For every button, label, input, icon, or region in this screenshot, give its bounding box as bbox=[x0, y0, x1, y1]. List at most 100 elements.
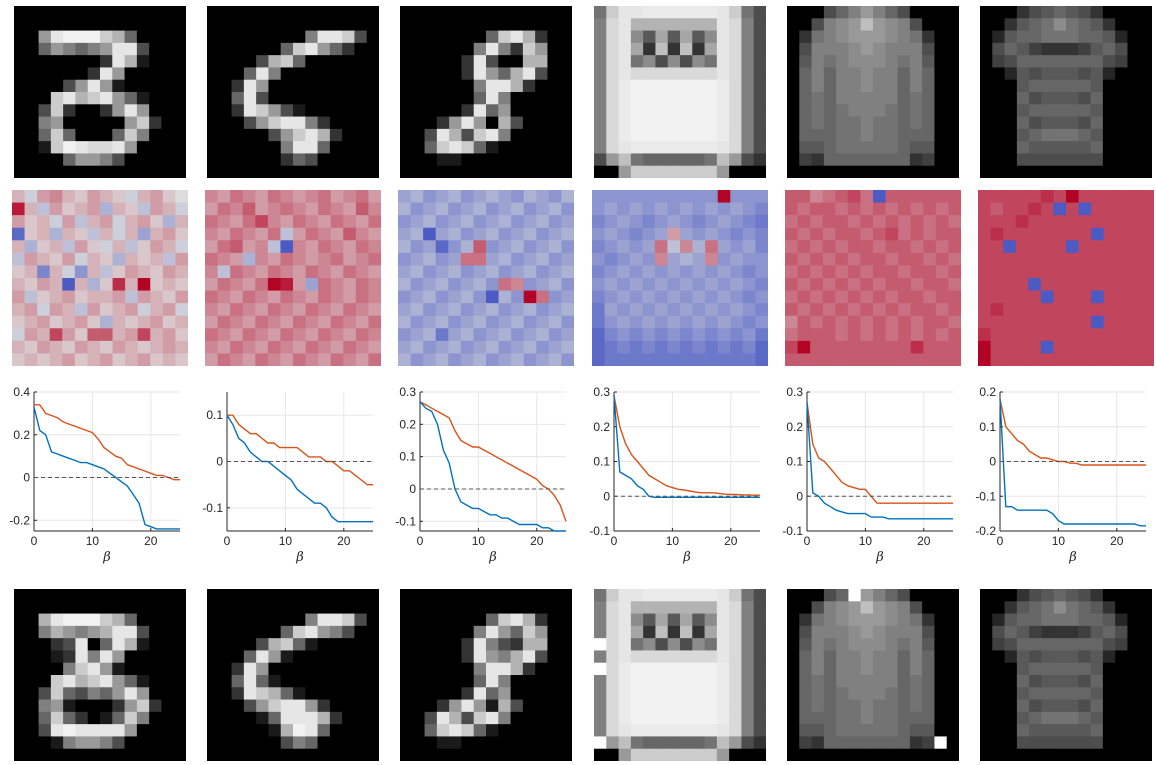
pixel-cell bbox=[680, 315, 693, 329]
pixel-cell bbox=[547, 724, 561, 737]
pixel-cell bbox=[125, 328, 139, 342]
pixel-cell bbox=[705, 190, 719, 203]
pixel-cell bbox=[436, 625, 450, 639]
pixel-cell bbox=[293, 290, 306, 304]
pixel-cell bbox=[486, 589, 499, 602]
pixel-cell bbox=[38, 638, 52, 651]
pixel-cell bbox=[486, 675, 499, 688]
pixel-cell bbox=[137, 353, 151, 366]
pixel-cell bbox=[822, 328, 836, 342]
pixel-cell bbox=[448, 290, 462, 304]
pixel-cell bbox=[136, 116, 150, 130]
pixel-cell bbox=[1053, 638, 1067, 651]
pixel-cell bbox=[449, 55, 462, 68]
pixel-cell bbox=[14, 18, 27, 31]
pixel-cell bbox=[511, 328, 525, 342]
pixel-cell bbox=[522, 6, 536, 19]
pixel-cell bbox=[175, 265, 188, 279]
pixel-cell bbox=[910, 303, 924, 317]
pixel-cell bbox=[50, 79, 64, 93]
pixel-cell bbox=[923, 190, 937, 203]
pixel-cell bbox=[149, 92, 162, 105]
pixel-cell bbox=[318, 240, 332, 254]
pixel-cell bbox=[354, 724, 368, 737]
pixel-cell bbox=[654, 290, 668, 304]
pixel-cell bbox=[1102, 104, 1116, 117]
pixel-cell bbox=[230, 328, 244, 342]
pixel-cell bbox=[741, 79, 755, 93]
pixel-cell bbox=[62, 252, 76, 266]
pixel-cell bbox=[267, 353, 281, 366]
pixel-cell bbox=[268, 128, 282, 142]
line-chart-svg: 0 10 200.30.20.10-0.1β bbox=[395, 385, 567, 565]
pixel-cell bbox=[1066, 265, 1079, 279]
pixel-cell bbox=[680, 6, 693, 19]
pixel-cell bbox=[536, 328, 550, 342]
pixel-cell bbox=[342, 141, 355, 154]
pixel-cell bbox=[742, 290, 756, 304]
pixel-cell bbox=[150, 215, 164, 229]
pixel-cell bbox=[811, 6, 825, 19]
pixel-cell bbox=[49, 290, 63, 304]
pixel-cell bbox=[536, 215, 550, 229]
x-tick-label: 0 bbox=[804, 534, 811, 548]
pixel-cell bbox=[412, 613, 425, 627]
x-tick-label: 0 bbox=[417, 534, 424, 548]
pixel-cell bbox=[946, 128, 959, 142]
pixel-cell bbox=[934, 650, 948, 664]
pixel-cell bbox=[330, 227, 344, 241]
pixel-cell bbox=[848, 18, 862, 31]
pixel-cell bbox=[1053, 42, 1067, 56]
pixel-cell bbox=[318, 290, 332, 304]
pixel-cell bbox=[909, 650, 923, 664]
pixel-cell bbox=[787, 104, 800, 117]
y-tick-label: 0 bbox=[409, 482, 416, 496]
pixel-cell bbox=[717, 227, 731, 241]
pixel-cell bbox=[787, 662, 800, 676]
pixel-cell bbox=[1102, 699, 1116, 713]
pixel-cell bbox=[243, 128, 257, 142]
pixel-cell bbox=[716, 30, 730, 44]
pixel-cell bbox=[173, 613, 186, 627]
pixel-cell bbox=[26, 601, 39, 614]
pixel-cell bbox=[860, 675, 874, 688]
pixel-cell bbox=[448, 278, 462, 291]
pixel-cell bbox=[860, 92, 874, 105]
pixel-cell bbox=[1029, 18, 1042, 31]
pixel-cell bbox=[755, 215, 768, 229]
pixel-cell bbox=[368, 290, 381, 304]
pixel-cell bbox=[811, 67, 825, 81]
pixel-cell bbox=[24, 190, 38, 203]
pixel-cell bbox=[811, 675, 825, 688]
pixel-cell bbox=[547, 687, 561, 700]
pixel-cell bbox=[498, 278, 512, 291]
pixel-cell bbox=[354, 748, 368, 761]
pixel-cell bbox=[149, 30, 162, 44]
pixel-cell bbox=[38, 104, 52, 117]
pixel-cell bbox=[934, 724, 948, 737]
pixel-cell bbox=[785, 290, 798, 304]
pixel-cell bbox=[643, 6, 656, 19]
pixel-cell bbox=[219, 613, 232, 627]
pixel-cell bbox=[1053, 650, 1067, 664]
pixel-cell bbox=[667, 687, 681, 700]
pixel-cell bbox=[1053, 18, 1067, 31]
pixel-cell bbox=[897, 711, 911, 725]
pixel-cell bbox=[342, 675, 355, 688]
pixel-cell bbox=[909, 104, 923, 117]
pixel-cell bbox=[1016, 613, 1030, 627]
pixel-cell bbox=[785, 315, 798, 329]
pixel-cell bbox=[510, 650, 524, 664]
pixel-cell bbox=[256, 687, 269, 700]
pixel-cell bbox=[606, 613, 619, 627]
pixel-cell bbox=[741, 55, 755, 68]
pixel-cell bbox=[366, 30, 379, 44]
pixel-cell bbox=[87, 42, 101, 56]
pixel-cell bbox=[1041, 687, 1055, 700]
pixel-cell bbox=[366, 650, 379, 664]
pixel-cell bbox=[785, 227, 798, 241]
pixel-cell bbox=[630, 42, 644, 56]
pixel-cell bbox=[473, 353, 487, 366]
pixel-cell bbox=[885, 625, 898, 639]
pixel-cell bbox=[410, 315, 424, 329]
